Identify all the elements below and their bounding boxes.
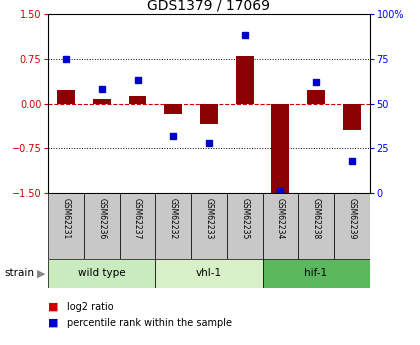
Bar [155, 193, 191, 259]
Bar [271, 104, 289, 193]
Bar [164, 104, 182, 114]
Text: GSM62231: GSM62231 [62, 198, 71, 240]
Bar [343, 104, 361, 130]
Title: GDS1379 / 17069: GDS1379 / 17069 [147, 0, 270, 13]
Bar [120, 193, 155, 259]
Text: strain: strain [4, 268, 34, 278]
Bar [334, 193, 370, 259]
Bar [200, 104, 218, 125]
Text: ■: ■ [48, 302, 59, 312]
Text: GSM62235: GSM62235 [240, 198, 249, 240]
Text: GSM62234: GSM62234 [276, 198, 285, 240]
Bar [57, 90, 75, 104]
Bar [129, 96, 147, 104]
Bar [227, 193, 262, 259]
Bar [262, 259, 370, 288]
Text: log2 ratio: log2 ratio [67, 302, 114, 312]
Text: GSM62236: GSM62236 [97, 198, 106, 240]
Text: percentile rank within the sample: percentile rank within the sample [67, 318, 232, 327]
Text: GSM62237: GSM62237 [133, 198, 142, 240]
Text: wild type: wild type [78, 268, 126, 278]
Text: GSM62232: GSM62232 [169, 198, 178, 240]
Text: hif-1: hif-1 [304, 268, 328, 278]
Text: GSM62238: GSM62238 [312, 198, 320, 240]
Text: ■: ■ [48, 318, 59, 327]
Text: GSM62239: GSM62239 [347, 198, 356, 240]
Bar [48, 259, 155, 288]
Bar [262, 193, 298, 259]
Text: vhl-1: vhl-1 [196, 268, 222, 278]
Bar [191, 193, 227, 259]
Bar [236, 56, 254, 104]
Bar [93, 99, 111, 104]
Bar [48, 193, 84, 259]
Bar [307, 90, 325, 104]
Bar [298, 193, 334, 259]
Text: ▶: ▶ [37, 268, 45, 278]
Text: GSM62233: GSM62233 [205, 198, 213, 240]
Bar [84, 193, 120, 259]
Bar [155, 259, 262, 288]
